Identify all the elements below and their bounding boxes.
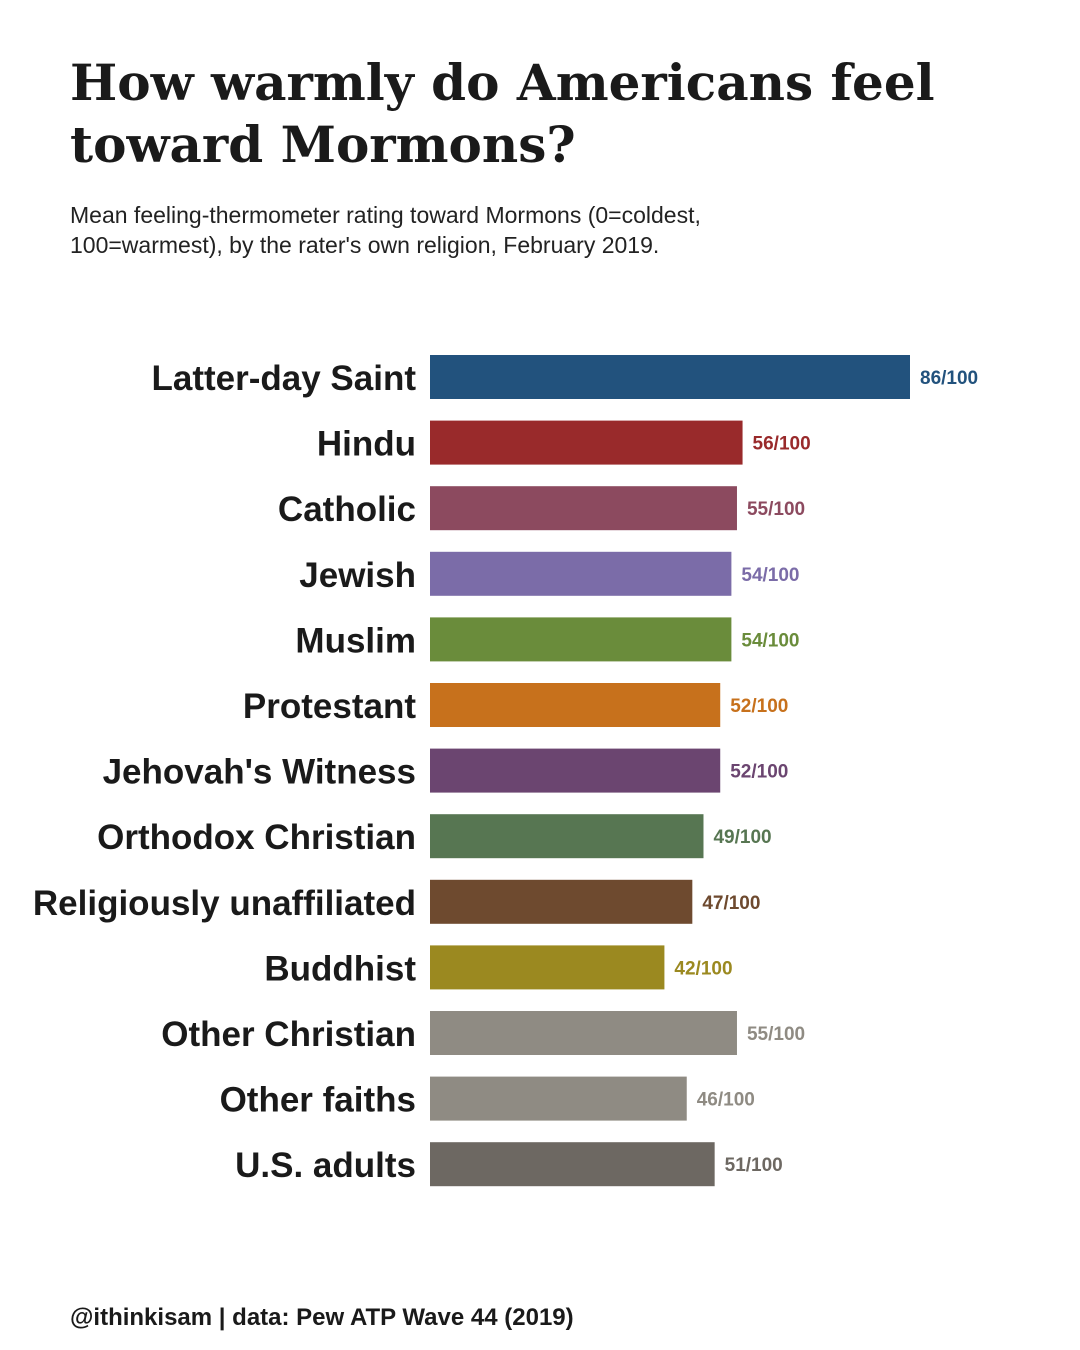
bar xyxy=(430,683,721,727)
value-label: 55/100 xyxy=(747,1024,805,1045)
value-label: 86/100 xyxy=(920,368,978,389)
value-label: 54/100 xyxy=(741,630,799,651)
category-label: Jewish xyxy=(299,556,416,595)
category-label: Jehovah's Witness xyxy=(103,753,416,792)
value-label: 46/100 xyxy=(697,1090,755,1111)
category-label: Latter-day Saint xyxy=(152,359,417,398)
category-label: Orthodox Christian xyxy=(97,818,416,857)
category-label: Catholic xyxy=(278,490,416,529)
value-label: 49/100 xyxy=(713,827,771,848)
chart-subtitle: Mean feeling-thermometer rating toward M… xyxy=(70,202,701,258)
bar xyxy=(430,355,910,399)
bar xyxy=(430,420,743,465)
category-label: Buddhist xyxy=(264,949,416,988)
bar xyxy=(430,1076,687,1121)
value-label: 55/100 xyxy=(747,499,805,520)
bar xyxy=(430,814,704,859)
category-label: Other faiths xyxy=(220,1081,416,1120)
bar xyxy=(430,617,732,662)
bar xyxy=(430,945,665,990)
value-label: 51/100 xyxy=(725,1155,783,1176)
value-label: 42/100 xyxy=(674,958,732,979)
category-label: Muslim xyxy=(295,621,416,660)
bar xyxy=(430,879,693,924)
value-label: 52/100 xyxy=(730,696,788,717)
bar xyxy=(430,1142,715,1187)
footer-credit: @ithinkisam | data: Pew ATP Wave 44 (201… xyxy=(70,1304,574,1331)
bar xyxy=(430,551,732,596)
bar xyxy=(430,748,721,793)
value-label: 52/100 xyxy=(730,762,788,783)
bar xyxy=(430,486,737,531)
value-label: 56/100 xyxy=(753,434,811,455)
value-label: 54/100 xyxy=(741,565,799,586)
chart-title: How warmly do Americans feel toward Morm… xyxy=(70,53,935,174)
category-label: Protestant xyxy=(243,687,416,726)
category-label: Hindu xyxy=(317,425,416,464)
category-label: Religiously unaffiliated xyxy=(33,884,416,923)
category-label: U.S. adults xyxy=(235,1146,416,1185)
bar xyxy=(430,1011,737,1055)
value-label: 47/100 xyxy=(702,893,760,914)
category-label: Other Christian xyxy=(161,1015,416,1054)
bar-chart: Latter-day Saint 86/100 Hindu 56/100 Catholi… xyxy=(33,355,978,1187)
